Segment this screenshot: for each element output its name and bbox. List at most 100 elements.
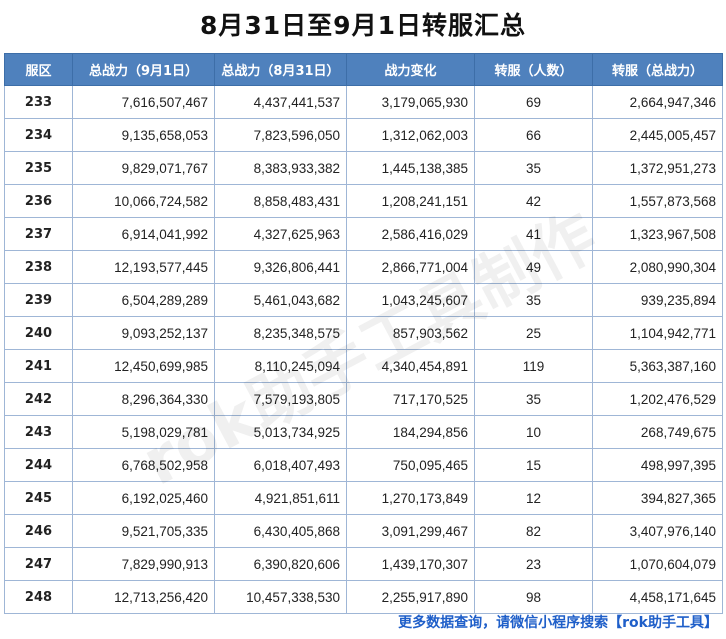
power-sep1-cell: 10,066,724,582 [72,184,215,218]
server-cell: 237 [4,217,73,251]
server-cell: 247 [4,547,73,581]
table-row: 242 8,296,364,330 7,579,193,805 717,170,525… [4,382,723,416]
table-row: 234 9,135,658,053 7,823,596,050 1,312,062,0… [4,118,723,152]
server-cell: 244 [4,448,73,482]
power-change-cell: 184,294,856 [346,415,475,449]
transfer-power-cell: 2,445,005,457 [592,118,723,152]
transfer-count-cell: 23 [474,547,593,581]
header-power-sep1: 总战力（9月1日） [72,53,215,86]
power-change-cell: 2,255,917,890 [346,580,475,614]
table-row: 238 12,193,577,445 9,326,806,441 2,866,771,… [4,250,723,284]
transfer-count-cell: 69 [474,85,593,119]
transfer-count-cell: 119 [474,349,593,383]
transfer-count-cell: 98 [474,580,593,614]
power-sep1-cell: 12,450,699,985 [72,349,215,383]
table-row: 248 12,713,256,420 10,457,338,530 2,255,917… [4,580,723,614]
table-row: 239 6,504,289,289 5,461,043,682 1,043,245,6… [4,283,723,317]
server-cell: 246 [4,514,73,548]
header-transfer-power: 转服（总战力） [592,53,723,86]
page-title: 8月31日至9月1日转服汇总 [200,11,526,40]
power-change-cell: 1,270,173,849 [346,481,475,515]
header-transfer-count: 转服（人数） [474,53,593,86]
header-server: 服区 [4,53,73,86]
transfer-count-cell: 35 [474,382,593,416]
transfer-power-cell: 3,407,976,140 [592,514,723,548]
transfer-count-cell: 42 [474,184,593,218]
transfer-count-cell: 82 [474,514,593,548]
header-power-change: 战力变化 [346,53,475,86]
power-sep1-cell: 6,192,025,460 [72,481,215,515]
power-aug31-cell: 6,390,820,606 [214,547,347,581]
power-change-cell: 857,903,562 [346,316,475,350]
server-cell: 242 [4,382,73,416]
power-aug31-cell: 5,013,734,925 [214,415,347,449]
transfer-count-cell: 49 [474,250,593,284]
table-row: 240 9,093,252,137 8,235,348,575 857,903,562… [4,316,723,350]
power-sep1-cell: 5,198,029,781 [72,415,215,449]
power-aug31-cell: 4,437,441,537 [214,85,347,119]
transfer-power-cell: 5,363,387,160 [592,349,723,383]
power-aug31-cell: 8,110,245,094 [214,349,347,383]
power-sep1-cell: 7,829,990,913 [72,547,215,581]
table-row: 235 9,829,071,767 8,383,933,382 1,445,138,3… [4,151,723,185]
power-aug31-cell: 6,430,405,868 [214,514,347,548]
table-row: 241 12,450,699,985 8,110,245,094 4,340,454,… [4,349,723,383]
transfer-power-cell: 1,104,942,771 [592,316,723,350]
power-change-cell: 1,439,170,307 [346,547,475,581]
power-change-cell: 1,445,138,385 [346,151,475,185]
summary-table: 服区 总战力（9月1日） 总战力（8月31日） 战力变化 转服（人数） 转服（总… [4,53,723,614]
table-row: 243 5,198,029,781 5,013,734,925 184,294,856… [4,415,723,449]
table-row: 233 7,616,507,467 4,437,441,537 3,179,065,9… [4,85,723,119]
server-cell: 236 [4,184,73,218]
transfer-power-cell: 2,664,947,346 [592,85,723,119]
power-change-cell: 2,586,416,029 [346,217,475,251]
server-cell: 243 [4,415,73,449]
power-change-cell: 3,091,299,467 [346,514,475,548]
power-aug31-cell: 7,823,596,050 [214,118,347,152]
server-cell: 240 [4,316,73,350]
power-aug31-cell: 8,858,483,431 [214,184,347,218]
power-change-cell: 3,179,065,930 [346,85,475,119]
power-aug31-cell: 8,235,348,575 [214,316,347,350]
server-cell: 248 [4,580,73,614]
transfer-power-cell: 1,323,967,508 [592,217,723,251]
table-row: 244 6,768,502,958 6,018,407,493 750,095,465… [4,448,723,482]
transfer-power-cell: 939,235,894 [592,283,723,317]
power-aug31-cell: 7,579,193,805 [214,382,347,416]
power-aug31-cell: 4,327,625,963 [214,217,347,251]
server-cell: 234 [4,118,73,152]
transfer-count-cell: 35 [474,283,593,317]
header-row: 服区 总战力（9月1日） 总战力（8月31日） 战力变化 转服（人数） 转服（总… [4,53,723,86]
power-aug31-cell: 9,326,806,441 [214,250,347,284]
transfer-count-cell: 41 [474,217,593,251]
power-aug31-cell: 5,461,043,682 [214,283,347,317]
transfer-count-cell: 12 [474,481,593,515]
power-sep1-cell: 6,504,289,289 [72,283,215,317]
server-cell: 238 [4,250,73,284]
table-row: 237 6,914,041,992 4,327,625,963 2,586,416,0… [4,217,723,251]
power-change-cell: 1,208,241,151 [346,184,475,218]
server-cell: 241 [4,349,73,383]
transfer-count-cell: 15 [474,448,593,482]
transfer-power-cell: 1,557,873,568 [592,184,723,218]
power-aug31-cell: 6,018,407,493 [214,448,347,482]
transfer-power-cell: 4,458,171,645 [592,580,723,614]
server-cell: 245 [4,481,73,515]
power-sep1-cell: 12,193,577,445 [72,250,215,284]
server-cell: 235 [4,151,73,185]
transfer-count-cell: 10 [474,415,593,449]
transfer-power-cell: 268,749,675 [592,415,723,449]
power-aug31-cell: 10,457,338,530 [214,580,347,614]
power-sep1-cell: 8,296,364,330 [72,382,215,416]
power-aug31-cell: 4,921,851,611 [214,481,347,515]
power-change-cell: 1,312,062,003 [346,118,475,152]
power-change-cell: 2,866,771,004 [346,250,475,284]
footer-note: 更多数据查询，请微信小程序搜索【rok助手工具】 [398,615,718,631]
transfer-power-cell: 1,202,476,529 [592,382,723,416]
transfer-count-cell: 35 [474,151,593,185]
power-sep1-cell: 7,616,507,467 [72,85,215,119]
power-sep1-cell: 12,713,256,420 [72,580,215,614]
transfer-power-cell: 394,827,365 [592,481,723,515]
table-row: 246 9,521,705,335 6,430,405,868 3,091,299,4… [4,514,723,548]
power-change-cell: 750,095,465 [346,448,475,482]
